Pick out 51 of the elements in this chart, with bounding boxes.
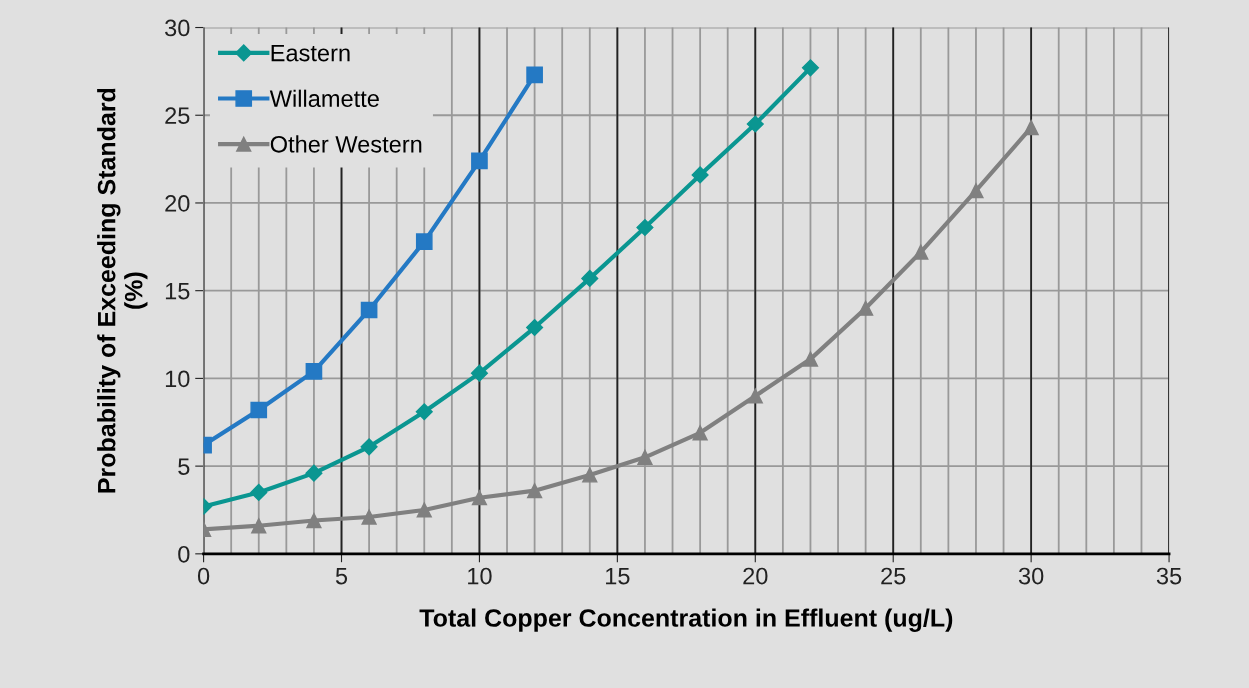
- point: [747, 388, 763, 404]
- point: [692, 425, 708, 441]
- point: [470, 364, 488, 382]
- y-tick-label: 20: [165, 195, 190, 212]
- point: [913, 244, 929, 260]
- point: [360, 438, 378, 456]
- y-tick-label: 30: [165, 19, 190, 37]
- x-tick-label: 0: [197, 567, 210, 585]
- point: [968, 183, 984, 199]
- point: [415, 403, 433, 421]
- point: [691, 166, 709, 184]
- point: [526, 483, 543, 499]
- point: [802, 351, 819, 367]
- x-tick-label: 25: [881, 567, 906, 585]
- point: [746, 115, 764, 133]
- point: [636, 218, 654, 237]
- point: [305, 363, 323, 380]
- point: [250, 483, 268, 501]
- legend-label: Eastern: [271, 44, 350, 62]
- point: [581, 269, 599, 287]
- x-axis-title: Total Copper Concentration in Effluent (ug/L): [419, 608, 953, 632]
- y-tick-label: 15: [165, 282, 190, 300]
- point: [361, 509, 377, 525]
- x-tick-label: 20: [743, 567, 768, 585]
- y-tick-label: 0: [178, 545, 190, 563]
- point: [305, 464, 323, 482]
- point: [471, 152, 488, 170]
- point: [251, 518, 267, 534]
- point: [360, 301, 378, 319]
- point: [306, 512, 322, 529]
- point: [582, 467, 598, 483]
- y-axis-title: Probability of Exceeding Standard (%): [97, 88, 148, 493]
- x-tick-label: 30: [1018, 567, 1044, 585]
- point: [416, 502, 432, 518]
- x-tick-label: 5: [335, 567, 348, 585]
- y-tick-label: 5: [178, 458, 190, 475]
- point: [526, 318, 544, 337]
- point: [801, 59, 820, 77]
- legend-label: Willamette: [269, 89, 379, 108]
- point: [526, 66, 543, 84]
- y-tick-label: 25: [165, 107, 190, 125]
- x-tick-label: 10: [468, 567, 492, 585]
- legend-label: Other Western: [270, 135, 422, 153]
- y-tick-label: 10: [165, 370, 190, 388]
- point: [637, 449, 653, 465]
- point: [250, 401, 268, 419]
- x-tick-label: 15: [606, 567, 630, 585]
- x-tick-label: 35: [1156, 567, 1182, 585]
- point: [471, 490, 488, 506]
- point: [1023, 119, 1039, 136]
- point: [415, 233, 433, 250]
